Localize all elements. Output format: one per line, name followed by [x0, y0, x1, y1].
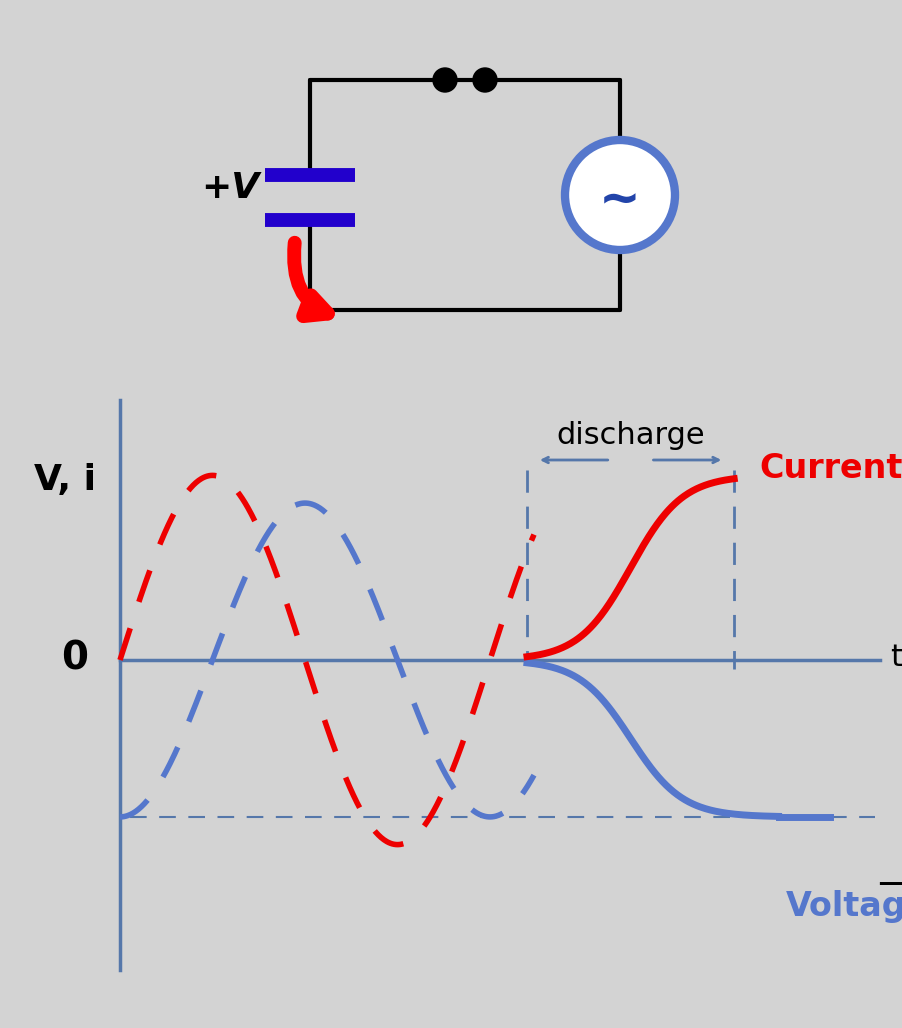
Text: V, i: V, i — [34, 463, 96, 497]
Circle shape — [473, 68, 497, 91]
Text: time: time — [890, 644, 902, 672]
Text: $-V$: $-V$ — [875, 868, 902, 902]
Text: Voltage: Voltage — [786, 890, 902, 923]
Text: ~: ~ — [599, 176, 641, 224]
Circle shape — [565, 140, 675, 250]
Circle shape — [433, 68, 457, 91]
Text: 0: 0 — [61, 639, 88, 677]
Text: discharge: discharge — [557, 420, 704, 449]
Text: +V: +V — [201, 171, 259, 205]
Text: Current: Current — [759, 452, 902, 485]
